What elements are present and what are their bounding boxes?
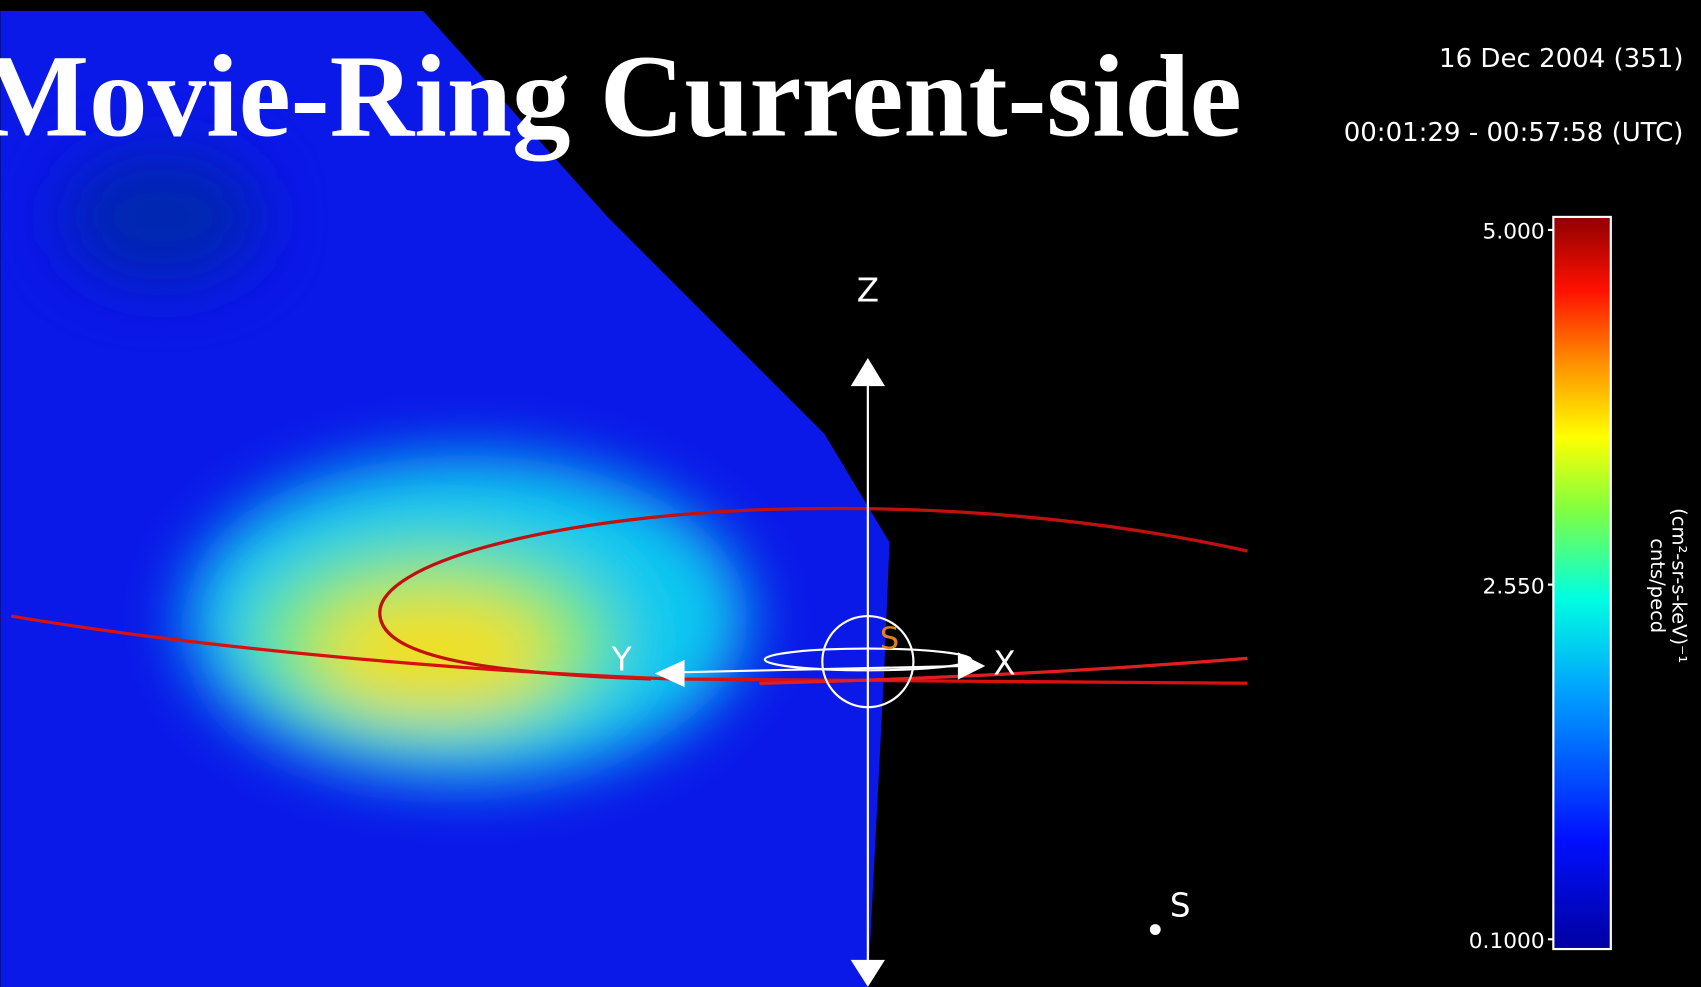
colorbar-units: (cm²-sr-s-keV)⁻¹ [1668,508,1691,663]
colorbar [1552,215,1612,951]
y-axis-label: Y [611,640,632,678]
z-axis-label: Z [857,272,879,310]
title: Movie-Ring Current-side [0,33,1242,162]
sun-marker: S [880,622,899,657]
orbit-traces [10,506,1248,685]
colorbar-tick-label: 0.1000 [1469,929,1545,954]
colorbar-tick-label: 5.000 [1483,220,1545,245]
axis-arrows [654,358,1161,987]
spacecraft-marker: S [1170,887,1191,925]
x-axis-label: X [993,645,1015,683]
colorbar-label: cnts/pecd [1646,538,1669,633]
date: 16 Dec 2004 (351) [1439,44,1683,74]
colorbar-tick-label: 2.550 [1483,574,1545,599]
time-range: 00:01:29 - 00:57:58 (UTC) [1344,118,1684,148]
